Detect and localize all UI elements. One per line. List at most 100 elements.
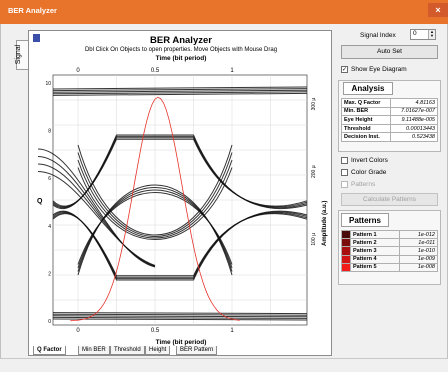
invert-colors-label: Invert Colors — [351, 157, 388, 164]
y-left-tick-label: 6 — [48, 176, 51, 182]
x-top-tick-label: 1 — [230, 68, 234, 74]
trace-falling-rising — [77, 144, 233, 236]
signal-index-value: 0 — [413, 30, 417, 37]
close-icon[interactable]: × — [428, 3, 448, 17]
tab-q-factor[interactable]: Q Factor — [33, 346, 66, 355]
patterns-title: Patterns — [341, 213, 389, 227]
pattern-row[interactable]: Pattern 4 1e-009 — [341, 254, 439, 264]
analysis-table: Max. Q Factor 4.81163 Min. BER 7.01627e-007… — [340, 98, 438, 142]
trace-rising-falling — [77, 187, 233, 272]
invert-colors-checkbox[interactable] — [341, 157, 348, 164]
analysis-value: 7.01627e-007 — [390, 106, 438, 117]
pattern-color-swatch[interactable] — [341, 254, 351, 264]
trace-falling-rising — [77, 167, 233, 240]
pattern-color-swatch[interactable] — [341, 246, 351, 256]
trace-bottom-rail — [52, 312, 308, 315]
x-top-tick-label: 0 — [76, 68, 80, 74]
spinner-arrows-icon[interactable]: ▲ ▼ — [428, 30, 435, 39]
trace-falling-rising — [77, 152, 233, 237]
analysis-key: Decision Inst. — [340, 132, 392, 142]
auto-set-button[interactable]: Auto Set — [341, 45, 438, 59]
title-bar: BER Analyzer × — [0, 0, 448, 24]
x-bottom-axis-title: Time (bit period) — [155, 339, 207, 346]
trace-bottom-rail — [52, 316, 308, 319]
tab-ber-pattern[interactable]: BER Pattern — [176, 346, 218, 355]
tab-signal-label: Signal — [15, 44, 23, 65]
y-left-axis-title: Q — [37, 198, 43, 205]
pattern-value: 1e-010 — [398, 246, 439, 256]
show-eye-checkbox[interactable]: ✓ — [341, 66, 348, 73]
analysis-row: Eye Height 9.11488e-005 — [340, 115, 438, 125]
trace-bottom-rail — [52, 313, 308, 316]
pattern-row[interactable]: Pattern 2 1e-011 — [341, 238, 439, 248]
pattern-value: 1e-012 — [398, 229, 439, 240]
trace-transition — [37, 171, 156, 266]
trace-top-rail — [52, 91, 308, 95]
tab-height[interactable]: Height — [145, 346, 171, 355]
chart-icon[interactable] — [33, 34, 40, 42]
x-bottom-tick-label: 0 — [76, 328, 80, 334]
signal-index-spinner[interactable]: 0 ▲ ▼ — [410, 29, 436, 40]
trace-top-rail — [52, 86, 308, 90]
patterns-checkbox[interactable] — [341, 181, 348, 188]
tab-min-ber[interactable]: Min BER — [78, 346, 110, 355]
pattern-color-swatch[interactable] — [341, 229, 351, 240]
signal-index-label: Signal Index — [360, 32, 396, 39]
analysis-value: 4.81163 — [390, 98, 438, 108]
pattern-value: 1e-008 — [398, 262, 439, 272]
y-left-tick-label: 10 — [45, 81, 51, 87]
trace-upper-eye — [52, 138, 308, 207]
trace-bottom-rail — [52, 318, 308, 321]
trace-bottom-rail — [52, 315, 308, 318]
color-grade-checkbox[interactable] — [341, 169, 348, 176]
analysis-row: Decision Inst. 0.523438 — [340, 132, 438, 142]
trace-top-rail — [52, 92, 308, 96]
y-left-tick-label: 4 — [48, 224, 51, 230]
tab-signal[interactable]: Signal — [15, 40, 28, 70]
y-left-tick-label: 0 — [48, 319, 51, 325]
analysis-key: Max. Q Factor — [340, 98, 392, 108]
x-bottom-tick-label: 1 — [230, 328, 234, 334]
pattern-value: 1e-011 — [398, 238, 439, 248]
pattern-row[interactable]: Pattern 1 1e-012 — [341, 229, 439, 240]
trace-top-rail — [52, 89, 308, 93]
x-top-axis-title: Time (bit period) — [155, 55, 207, 62]
show-eye-label: Show Eye Diagram — [351, 66, 407, 73]
window-title: BER Analyzer — [8, 6, 57, 15]
analysis-value: 0.00013443 — [390, 123, 438, 134]
trace-rising-falling — [77, 189, 233, 269]
analysis-key: Threshold — [340, 123, 392, 134]
analysis-row: Min. BER 7.01627e-007 — [340, 106, 438, 117]
analysis-title: Analysis — [343, 82, 393, 95]
plot-subtitle: Dbl Click On Objects to open properties.… — [84, 47, 278, 53]
pattern-row[interactable]: Pattern 3 1e-010 — [341, 246, 439, 256]
y-left-tick-label: 8 — [48, 129, 51, 135]
y-right-tick-label: 200 µ — [311, 165, 317, 178]
analysis-value: 9.11488e-005 — [390, 115, 438, 125]
analysis-row: Threshold 0.00013443 — [340, 123, 438, 134]
analysis-value: 0.523438 — [390, 132, 438, 142]
tab-threshold[interactable]: Threshold — [110, 346, 145, 355]
analysis-row: Max. Q Factor 4.81163 — [340, 98, 438, 108]
x-top-tick-label: 0.5 — [151, 68, 160, 74]
x-bottom-tick-label: 0.5 — [151, 328, 160, 334]
pattern-name: Pattern 2 — [350, 238, 400, 248]
trace-falling-rising — [77, 159, 233, 239]
plot-panel[interactable]: BER Analyzer Dbl Click On Objects to ope… — [28, 30, 332, 356]
pattern-name: Pattern 3 — [350, 246, 400, 256]
pattern-row[interactable]: Pattern 5 1e-008 — [341, 262, 439, 272]
pattern-color-swatch[interactable] — [341, 262, 351, 272]
status-bar — [0, 358, 448, 372]
y-left-tick-label: 2 — [48, 271, 51, 277]
y-right-tick-label: 100 µ — [311, 233, 317, 246]
pattern-name: Pattern 1 — [350, 229, 400, 240]
analysis-key: Eye Height — [340, 115, 392, 125]
patterns-label: Patterns — [351, 181, 376, 188]
trace-lower-eye — [52, 213, 308, 277]
calculate-patterns-button[interactable]: Calculate Patterns — [341, 193, 438, 206]
trace-top-rail — [52, 88, 308, 92]
trace-rising-falling — [77, 192, 233, 265]
pattern-color-swatch[interactable] — [341, 238, 351, 248]
